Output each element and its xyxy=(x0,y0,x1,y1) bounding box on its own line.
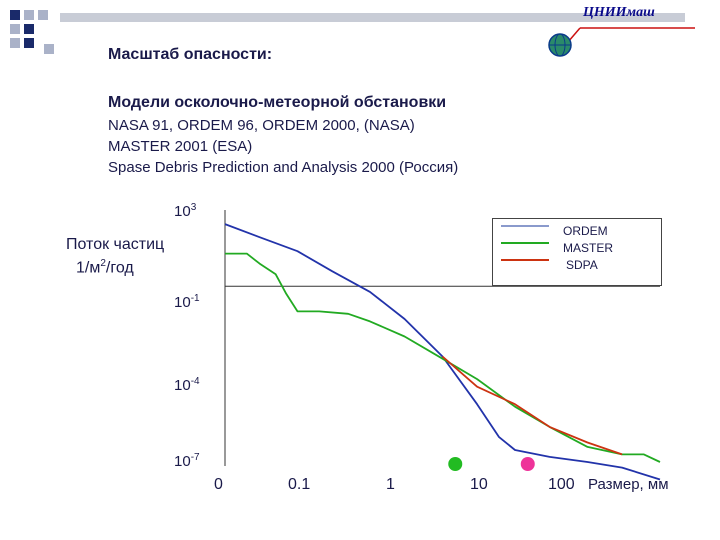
corner-square-6 xyxy=(10,38,20,48)
corner-square-5 xyxy=(24,24,34,34)
size-marker-1 xyxy=(448,457,463,471)
y-tick-1e-4: 10-4 xyxy=(174,376,200,394)
corner-square-3 xyxy=(38,10,48,20)
series-line-sdpa xyxy=(441,355,623,456)
legend-label-ordem: ORDEM xyxy=(563,224,608,238)
legend-swatch-ordem xyxy=(501,225,549,227)
x-tick-0-1: 0.1 xyxy=(288,476,311,493)
page-subheading: Модели осколочно-метеорной обстановки xyxy=(108,94,447,111)
model-line-1: NASA 91, ORDEM 96, ORDEM 2000, (NASA) xyxy=(108,117,415,134)
model-line-3: Spase Debris Prediction and Analysis 200… xyxy=(108,159,459,176)
series-line-ordem xyxy=(224,223,661,481)
legend-label-master: MASTER xyxy=(563,241,614,255)
size-marker-2 xyxy=(520,457,535,471)
chart-legend: ORDEM MASTER SDPA xyxy=(492,218,662,286)
page-heading: Масштаб опасности: xyxy=(108,46,273,63)
corner-square-8 xyxy=(44,44,54,54)
y-axis-label: Поток частиц xyxy=(66,236,165,253)
y-tick-1e-7: 10-7 xyxy=(174,452,200,470)
legend-label-sdpa: SDPA xyxy=(566,258,598,272)
org-logo-line xyxy=(548,27,695,57)
title-bar-decoration xyxy=(60,13,685,22)
corner-square-4 xyxy=(10,24,20,34)
x-axis-label: Размер, мм xyxy=(588,476,669,493)
y-tick-1e-1: 10-1 xyxy=(174,293,200,311)
x-tick-1: 1 xyxy=(386,476,395,493)
series-line-master xyxy=(225,252,661,463)
corner-square-1 xyxy=(10,10,20,20)
corner-square-2 xyxy=(24,10,34,20)
corner-square-7 xyxy=(24,38,34,48)
legend-swatch-sdpa xyxy=(501,259,549,261)
x-tick-100: 100 xyxy=(548,476,575,493)
x-tick-10: 10 xyxy=(470,476,488,493)
y-tick-1e3: 103 xyxy=(174,202,197,220)
model-line-2: MASTER 2001 (ESA) xyxy=(108,138,253,155)
y-axis-unit-text: 1/м xyxy=(76,259,101,277)
legend-swatch-master xyxy=(501,242,549,244)
org-logo-text: ЦНИИмаш xyxy=(583,5,655,20)
y-axis-unit-tail: /год xyxy=(105,259,134,277)
x-tick-0: 0 xyxy=(214,476,223,493)
y-axis-unit: 1/м2/год xyxy=(76,258,134,277)
